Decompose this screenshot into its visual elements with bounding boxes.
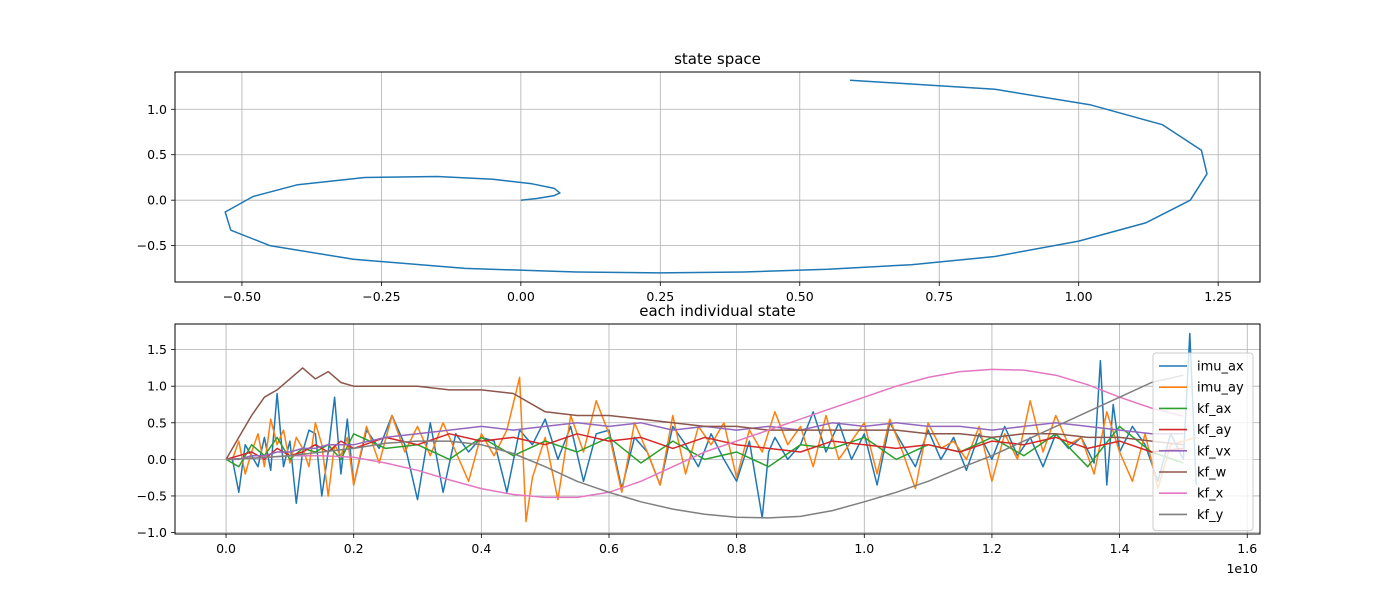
legend-item: kf_w bbox=[1159, 466, 1227, 481]
y-tick-label: 0.5 bbox=[147, 415, 167, 430]
grid bbox=[175, 72, 1260, 282]
legend-label: imu_ax bbox=[1197, 360, 1244, 375]
legend-item: kf_ax bbox=[1159, 402, 1232, 417]
legend-label: kf_vx bbox=[1197, 444, 1231, 459]
series-imu-ax-line bbox=[226, 332, 1197, 519]
x-tick-label: 0.4 bbox=[471, 541, 491, 556]
y-tick-label: −0.5 bbox=[137, 488, 167, 503]
y-tick-label: 1.5 bbox=[147, 342, 167, 357]
legend-item: kf_x bbox=[1159, 487, 1224, 502]
legend-label: kf_y bbox=[1197, 508, 1224, 523]
y-tick-label: −1.0 bbox=[137, 525, 167, 540]
legend: imu_ax imu_ay kf_ax kf_ay kf_vx kf_w kf_x kf_y bbox=[1152, 352, 1254, 532]
x-tick-label: 0.75 bbox=[925, 289, 953, 304]
grid bbox=[175, 324, 1260, 534]
series-kf-y-line bbox=[226, 374, 1184, 519]
legend-label: kf_x bbox=[1197, 487, 1224, 502]
axes-frame bbox=[174, 323, 1261, 535]
legend-box bbox=[1152, 352, 1254, 532]
x-tick-label: 0.0 bbox=[216, 541, 236, 556]
x-tick-label: 1.4 bbox=[1110, 541, 1130, 556]
chart-title: each individual state bbox=[639, 302, 796, 320]
legend-item: kf_vx bbox=[1159, 444, 1231, 459]
series-kf-w-line bbox=[225, 367, 1184, 460]
legend-item: imu_ay bbox=[1159, 381, 1244, 396]
chart-title: state space bbox=[674, 50, 761, 68]
y-tick-label: 0.0 bbox=[147, 452, 167, 467]
plot-area bbox=[224, 79, 1208, 274]
x-tick-label: −0.25 bbox=[362, 289, 400, 304]
x-tick-label: 0.2 bbox=[344, 541, 364, 556]
y-axis: −1.0 −0.5 0.0 0.5 1.0 1.5 bbox=[137, 342, 175, 540]
series-kf-ay-line bbox=[225, 433, 1184, 461]
x-tick-label: 0.00 bbox=[507, 289, 535, 304]
x-tick-label: 1.6 bbox=[1237, 541, 1257, 556]
legend-label: kf_ax bbox=[1197, 402, 1232, 417]
x-axis-offset-label: 1e10 bbox=[1226, 561, 1258, 576]
x-tick-label: 0.8 bbox=[727, 541, 747, 556]
x-axis: −0.50 −0.25 0.00 0.25 0.50 0.75 1.00 1.25 bbox=[223, 282, 1232, 304]
x-tick-label: 0.50 bbox=[786, 289, 814, 304]
x-tick-label: −0.50 bbox=[223, 289, 261, 304]
legend-item: kf_y bbox=[1159, 508, 1224, 523]
legend-label: kf_ay bbox=[1197, 423, 1232, 438]
x-tick-label: 1.2 bbox=[982, 541, 1002, 556]
series-kf-x-line bbox=[226, 368, 1184, 499]
y-tick-label: 0.5 bbox=[147, 147, 167, 162]
x-tick-label: 1.25 bbox=[1204, 289, 1232, 304]
series-kf-vx-line bbox=[226, 422, 1184, 461]
y-tick-label: 1.0 bbox=[147, 102, 167, 117]
x-axis: 0.0 0.2 0.4 0.6 0.8 1.0 1.2 1.4 1.6 bbox=[216, 534, 1257, 556]
y-axis: −0.5 0.0 0.5 1.0 bbox=[137, 102, 175, 253]
legend-item: kf_ay bbox=[1159, 423, 1232, 438]
plot-area bbox=[225, 332, 1197, 523]
axes-frame bbox=[174, 71, 1261, 283]
x-tick-label: 1.0 bbox=[854, 541, 874, 556]
series-line bbox=[224, 79, 1208, 274]
legend-label: imu_ay bbox=[1197, 381, 1244, 396]
x-tick-label: 1.00 bbox=[1065, 289, 1093, 304]
y-tick-label: 0.0 bbox=[147, 193, 167, 208]
state-space-chart: state space −0.50 −0.25 0.00 0.25 0.50 0.75 1.… bbox=[137, 50, 1261, 304]
legend-item: imu_ax bbox=[1159, 360, 1244, 375]
x-tick-label: 0.25 bbox=[646, 289, 674, 304]
legend-label: kf_w bbox=[1197, 466, 1227, 481]
individual-state-chart: each individual state 0.0 0.2 0.4 0.6 0.8 1.0… bbox=[137, 302, 1261, 576]
y-tick-label: 1.0 bbox=[147, 379, 167, 394]
y-tick-label: −0.5 bbox=[137, 238, 167, 253]
x-tick-label: 0.6 bbox=[599, 541, 619, 556]
